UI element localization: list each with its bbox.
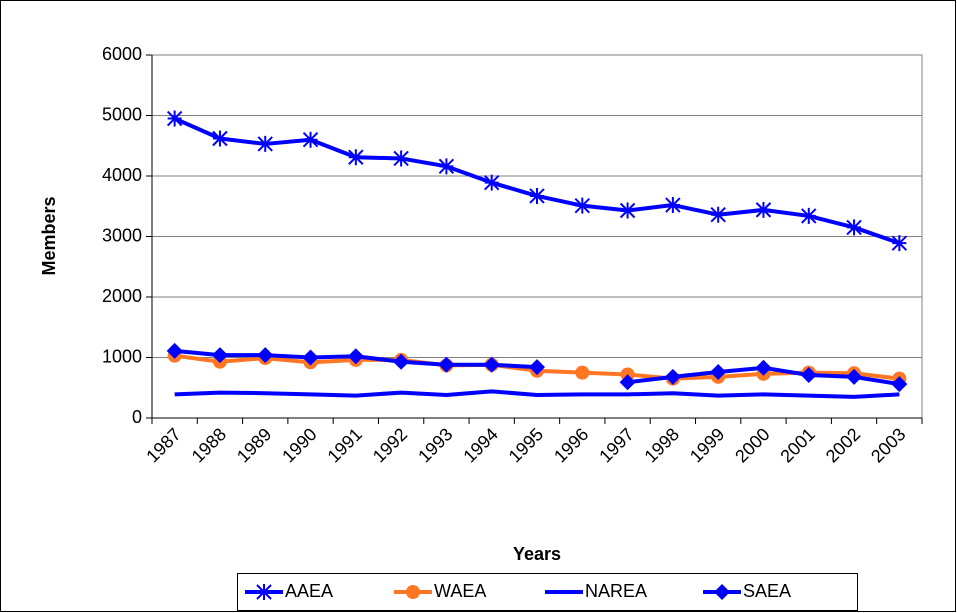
marker-star: [302, 131, 319, 148]
marker-diamond: [846, 368, 863, 385]
marker-diamond: [664, 368, 681, 385]
marker-star: [574, 197, 591, 214]
y-tick-label: 4000: [102, 165, 142, 185]
y-tick-label: 3000: [102, 225, 142, 245]
marker-diamond: [529, 359, 545, 376]
series-line: [174, 389, 900, 399]
marker-star: [755, 201, 772, 218]
y-tick-label: 6000: [102, 44, 142, 64]
marker-diamond: [800, 367, 817, 384]
marker-star: [665, 197, 681, 214]
y-tick-label: 5000: [102, 104, 142, 124]
marker-diamond: [302, 349, 319, 366]
x-axis-title: Years: [513, 544, 561, 564]
legend-label: SAEA: [743, 581, 791, 601]
marker-star: [166, 110, 183, 127]
marker-diamond: [755, 359, 772, 376]
marker-star: [348, 149, 364, 166]
marker-diamond: [619, 374, 636, 391]
marker-circle: [575, 365, 590, 380]
marker-diamond: [166, 342, 183, 359]
marker-star: [710, 206, 726, 223]
y-tick-label: 1000: [102, 346, 142, 366]
legend-label: WAEA: [434, 581, 486, 601]
y-tick-label: 2000: [102, 286, 142, 306]
marker-star: [529, 187, 545, 204]
marker-star: [438, 158, 455, 175]
marker-diamond: [710, 364, 727, 381]
marker-star: [619, 202, 636, 219]
marker-star: [393, 150, 409, 167]
marker-star: [212, 130, 228, 147]
marker-star: [801, 207, 817, 224]
marker-diamond: [393, 353, 410, 370]
marker-star: [483, 174, 500, 191]
marker-diamond: [438, 356, 455, 373]
marker-diamond: [891, 376, 908, 393]
marker-circle: [406, 585, 420, 599]
marker-diamond: [714, 584, 730, 600]
y-tick-label: 0: [132, 407, 142, 427]
y-axis-title: Members: [39, 196, 59, 275]
legend-label: AAEA: [285, 581, 333, 601]
marker-diamond: [347, 348, 364, 365]
marker-diamond: [483, 356, 500, 373]
marker-star: [256, 584, 272, 600]
legend-label: NAREA: [585, 581, 647, 601]
marker-star: [846, 219, 862, 236]
marker-diamond: [211, 347, 228, 364]
marker-diamond: [257, 347, 274, 364]
marker-star: [891, 235, 908, 252]
marker-star: [257, 135, 273, 152]
